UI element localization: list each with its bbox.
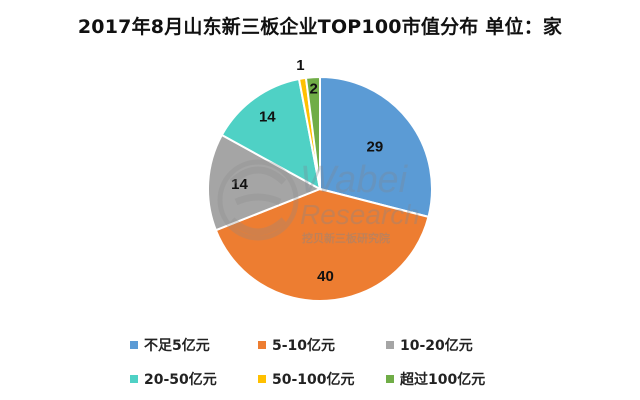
legend-item: 20-50亿元 — [130, 369, 258, 389]
legend-swatch — [130, 341, 138, 349]
legend-label: 不足5亿元 — [144, 338, 210, 354]
slice-value-label-1: 29 — [367, 138, 384, 155]
pie-slice-3 — [207, 133, 323, 232]
legend-label: 10-20亿元 — [400, 338, 473, 354]
legend-swatch — [386, 341, 394, 349]
legend-item: 5-10亿元 — [258, 335, 386, 355]
slice-value-label-3: 14 — [231, 176, 248, 193]
pie-slice-2 — [214, 187, 430, 302]
slice-value-label-5: 1 — [296, 57, 304, 74]
legend-item: 50-100亿元 — [258, 369, 386, 389]
legend-label: 超过100亿元 — [400, 372, 486, 388]
legend-label: 20-50亿元 — [144, 372, 217, 388]
legend-item: 超过100亿元 — [386, 369, 516, 389]
legend-item: 不足5亿元 — [130, 335, 258, 355]
legend-swatch — [258, 341, 266, 349]
slice-value-label-6: 2 — [310, 80, 318, 97]
pie-slice-6 — [304, 75, 321, 190]
legend-swatch — [386, 375, 394, 383]
legend-item: 10-20亿元 — [386, 335, 516, 355]
chart-title: 2017年8月山东新三板企业TOP100市值分布 单位：家 — [77, 16, 563, 38]
slice-value-label-2: 40 — [317, 268, 334, 285]
chart-legend: 不足5亿元 5-10亿元 10-20亿元 20-50亿元 50-100亿元 超过100亿元 — [130, 335, 550, 389]
legend-swatch — [258, 375, 266, 383]
slice-value-label-4: 14 — [259, 109, 276, 126]
legend-label: 50-100亿元 — [272, 372, 355, 388]
legend-swatch — [130, 375, 138, 383]
pie-slice-1 — [319, 75, 433, 219]
legend-label: 5-10亿元 — [272, 338, 336, 354]
pie-slice-4 — [220, 77, 322, 191]
